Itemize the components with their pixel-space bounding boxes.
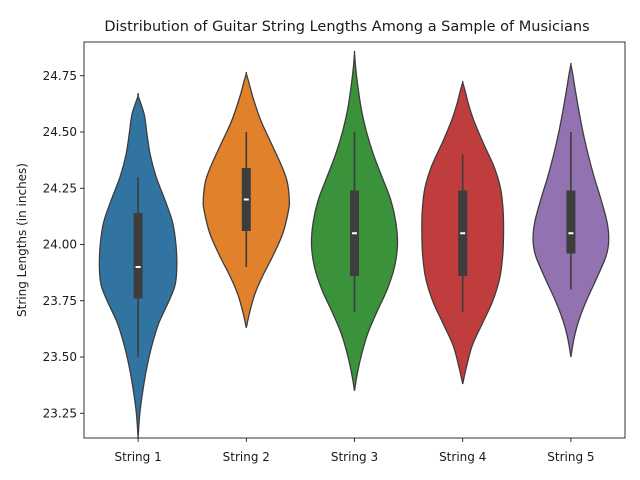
x-axis-ticks: String 1 String 2 String 3 String 4 String 5	[114, 438, 595, 464]
median-marker-4	[460, 232, 466, 235]
x-tick-label: String 5	[547, 450, 594, 464]
plot-frame	[83, 41, 626, 439]
x-tick-label: String 1	[114, 450, 161, 464]
chart-title: Distribution of Guitar String Lengths Am…	[104, 19, 589, 35]
y-tick-label: 24.25	[43, 181, 77, 195]
iqr-box-1	[133, 213, 143, 299]
median-marker-3	[352, 232, 357, 235]
median-marker-5	[568, 232, 574, 235]
x-tick-label: String 3	[331, 450, 378, 464]
y-axis-label: String Lengths (in inches)	[15, 163, 29, 317]
y-tick-label: 23.50	[43, 350, 77, 364]
y-axis-ticks: 23.25 23.50 23.75 24.00 24.25 24.50 24.75	[43, 69, 84, 420]
y-tick-label: 24.75	[43, 69, 77, 83]
y-tick-label: 24.00	[43, 238, 77, 252]
x-tick-label: String 2	[223, 450, 270, 464]
y-tick-label: 23.75	[43, 294, 77, 308]
iqr-box-5	[566, 190, 576, 254]
x-tick-label: String 4	[439, 450, 486, 464]
y-tick-label: 23.25	[43, 406, 77, 420]
median-marker-2	[243, 198, 249, 201]
violins-group	[98, 50, 610, 439]
y-tick-label: 24.50	[43, 125, 77, 139]
median-marker-1	[135, 266, 141, 268]
